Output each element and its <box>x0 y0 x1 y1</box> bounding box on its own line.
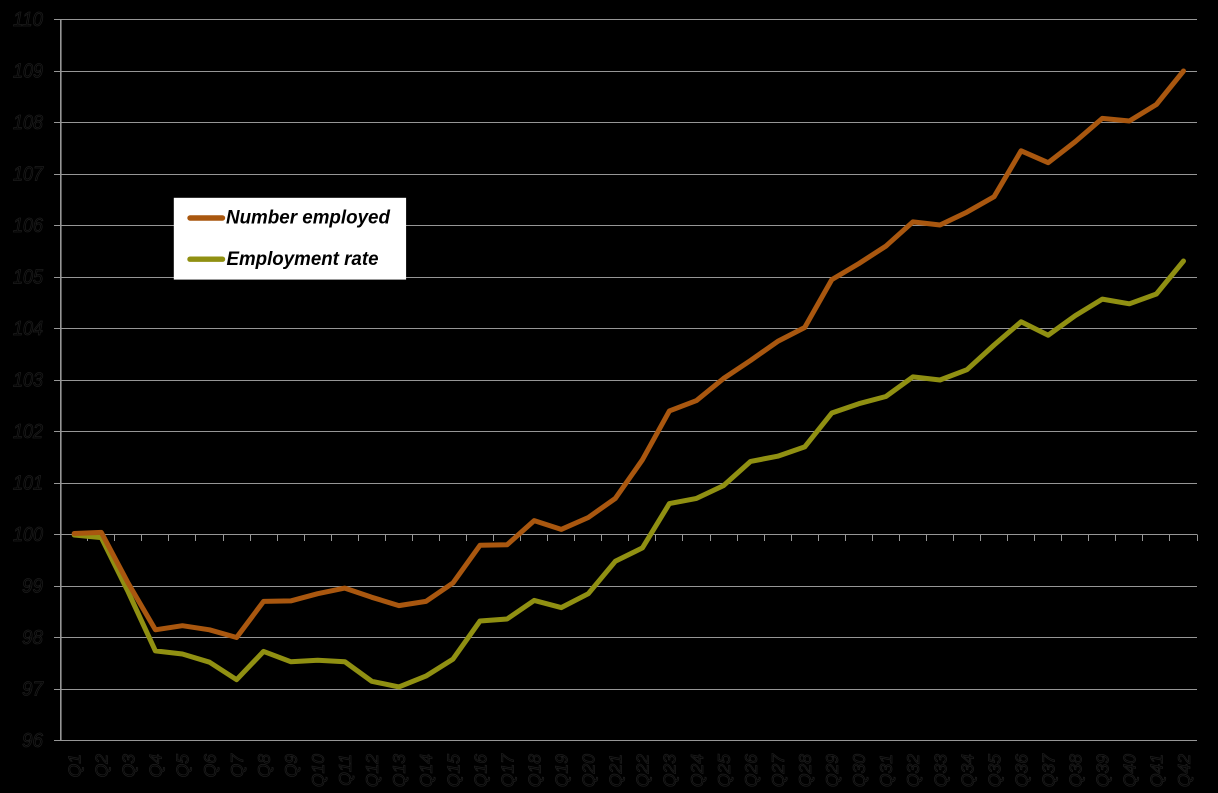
svg-text:Q33: Q33 <box>930 754 950 787</box>
svg-text:Q11: Q11 <box>335 754 355 786</box>
svg-text:105: 105 <box>13 266 44 288</box>
svg-text:106: 106 <box>13 215 44 237</box>
svg-text:Q6: Q6 <box>200 754 220 778</box>
svg-text:Q9: Q9 <box>281 754 301 778</box>
svg-text:Q2: Q2 <box>92 754 112 778</box>
svg-text:Q41: Q41 <box>1147 754 1167 787</box>
svg-text:Q27: Q27 <box>768 753 788 787</box>
svg-text:Q32: Q32 <box>903 754 923 787</box>
svg-text:Q35: Q35 <box>984 754 1004 787</box>
svg-text:109: 109 <box>13 60 43 82</box>
svg-text:99: 99 <box>22 575 43 597</box>
svg-text:Employment rate: Employment rate <box>227 249 379 270</box>
svg-text:97: 97 <box>22 678 44 700</box>
svg-text:Q3: Q3 <box>119 754 139 778</box>
svg-text:Q20: Q20 <box>579 754 599 787</box>
svg-text:108: 108 <box>13 112 43 134</box>
svg-text:Q26: Q26 <box>741 754 761 787</box>
svg-text:Q8: Q8 <box>254 754 274 778</box>
svg-text:Q19: Q19 <box>552 754 572 787</box>
svg-text:Q16: Q16 <box>470 754 490 787</box>
svg-text:Q4: Q4 <box>146 754 166 778</box>
svg-text:Number employed: Number employed <box>226 208 390 229</box>
svg-text:Q13: Q13 <box>389 754 409 787</box>
svg-text:Q25: Q25 <box>714 754 734 787</box>
svg-text:Q22: Q22 <box>633 754 653 787</box>
svg-text:104: 104 <box>13 318 43 340</box>
svg-text:Q36: Q36 <box>1011 754 1031 787</box>
svg-text:Q14: Q14 <box>416 754 436 787</box>
svg-text:102: 102 <box>13 421 43 443</box>
svg-text:Q29: Q29 <box>822 754 842 787</box>
svg-text:96: 96 <box>22 730 44 752</box>
svg-text:Q17: Q17 <box>497 753 517 787</box>
svg-text:Q40: Q40 <box>1120 754 1140 787</box>
svg-text:Q18: Q18 <box>525 754 545 787</box>
svg-text:107: 107 <box>13 163 44 185</box>
svg-text:100: 100 <box>13 524 43 546</box>
svg-text:110: 110 <box>13 9 43 31</box>
svg-text:Q42: Q42 <box>1174 754 1194 787</box>
svg-text:Q15: Q15 <box>443 754 463 787</box>
svg-text:Q1: Q1 <box>65 754 85 777</box>
svg-text:Q12: Q12 <box>362 754 382 787</box>
svg-text:103: 103 <box>13 369 43 391</box>
svg-text:101: 101 <box>13 472 43 494</box>
svg-text:Q5: Q5 <box>173 754 193 778</box>
svg-text:Q37: Q37 <box>1039 753 1059 787</box>
svg-text:Q31: Q31 <box>876 754 896 787</box>
svg-text:Q7: Q7 <box>227 753 247 778</box>
svg-text:Q34: Q34 <box>957 754 977 787</box>
svg-text:Q30: Q30 <box>849 754 869 787</box>
svg-text:Q21: Q21 <box>606 754 626 787</box>
svg-text:Q23: Q23 <box>660 754 680 787</box>
svg-text:Q10: Q10 <box>308 754 328 787</box>
svg-text:98: 98 <box>22 627 43 649</box>
svg-text:Q38: Q38 <box>1066 754 1086 787</box>
svg-text:Q28: Q28 <box>795 754 815 787</box>
svg-text:Q39: Q39 <box>1093 754 1113 787</box>
svg-text:Q24: Q24 <box>687 754 707 787</box>
